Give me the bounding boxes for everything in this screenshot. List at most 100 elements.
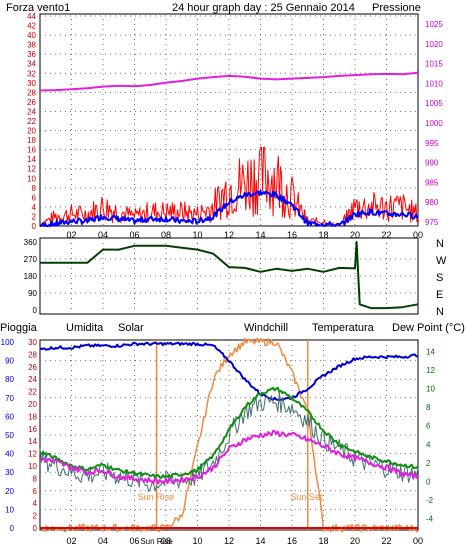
compass-label: E [436,289,443,301]
winddir-frame [39,237,419,315]
sunrise-x-tick-label: Sun Rise [140,537,173,546]
wind-y-tick-label: 36 [27,50,36,59]
wind-y-tick-label: 4 [32,203,37,212]
pressure-y-tick-label: 1000 [425,119,443,128]
rain-y-tick-label: 30 [28,338,37,347]
sunset-annotation: Sun Set [290,492,323,502]
wind-y-tick-label: 8 [32,184,37,193]
pressure-y-tick-label: 990 [425,159,439,168]
wind-y-tick-label: 34 [27,60,36,69]
temperature-y-tick-label: 12 [426,366,435,375]
humidity-y-tick-label: 30 [5,468,14,477]
wind-y-tick-label: 26 [27,98,36,107]
dewpoint-legend: Dew Point (°C) [392,322,465,334]
pressure-y-tick-label: 1025 [425,20,443,29]
temp-x-tick-label: 18 [318,536,328,546]
rain-legend: Pioggia [0,322,38,334]
temperature-y-tick-label: 0 [426,478,431,487]
wind-title: Forza vento1 [6,2,70,14]
wind-x-tick-label: 06 [129,230,139,240]
pressure-y-tick-label: 975 [425,218,439,227]
temp-x-tick-label: 12 [224,536,234,546]
temperature-series [39,386,419,479]
wind-y-tick-label: 40 [27,31,36,40]
humidity-legend: Umidita [66,322,104,334]
winddir-y-tick-label: 270 [24,255,38,264]
wind-x-tick-label: 02 [66,230,76,240]
rain-y-tick-label: 0 [33,524,38,533]
wind-x-tick-label: 00 [413,230,423,240]
wind-y-tick-label: 42 [27,22,36,31]
temp-x-tick-label: 16 [287,536,297,546]
wind-average-series [39,189,419,227]
humidity-y-tick-label: 80 [5,375,14,384]
temp-x-tick-label: 06 [129,536,139,546]
graph-date-title: 24 hour graph day : 25 Gennaio 2014 [172,2,355,14]
wind-direction-series [40,241,419,310]
wind-pressure-panel: 0246810121416182022242628303234363840424… [27,12,443,240]
windchill-legend: Windchill [244,322,288,334]
rain-y-tick-label: 24 [28,375,37,384]
humidity-y-tick-label: 90 [5,357,14,366]
pressure-y-tick-label: 1015 [425,60,443,69]
wind-x-tick-label: 22 [381,230,391,240]
wind-gust-series [39,146,419,227]
pressure-y-tick-label: 980 [425,198,439,207]
winddir-y-tick-label: 180 [24,272,38,281]
temperature-y-tick-label: 4 [426,440,431,449]
wind-y-tick-label: 12 [27,165,36,174]
wind-x-tick-label: 18 [318,230,328,240]
compass-label: N [436,238,444,250]
humidity-y-tick-label: 70 [5,394,14,403]
temp-x-tick-label: 22 [381,536,391,546]
wind-y-tick-label: 14 [27,155,36,164]
temperature-y-tick-label: 6 [426,422,431,431]
humidity-y-tick-label: 0 [10,524,15,533]
temp-x-tick-label: 00 [413,536,423,546]
rain-y-tick-label: 4 [33,499,38,508]
temp-x-tick-label: 10 [192,536,202,546]
humidity-y-tick-label: 100 [1,338,15,347]
rain-y-tick-label: 18 [28,412,37,421]
rain-y-tick-label: 28 [28,350,37,359]
pressure-title: Pressione [372,2,421,14]
pressure-series [39,71,419,92]
rain-y-tick-label: 26 [28,363,37,372]
temperature-y-tick-label: 14 [426,347,435,356]
wind-x-tick-label: 14 [255,230,265,240]
winddir-y-tick-label: 360 [24,238,38,247]
temperature-y-tick-label: -4 [426,515,434,524]
humidity-y-tick-label: 50 [5,431,14,440]
wind-y-tick-label: 0 [32,222,37,231]
rain-y-tick-label: 6 [33,487,38,496]
wind-x-tick-label: 04 [98,230,108,240]
rain-y-tick-label: 12 [28,450,37,459]
wind-y-tick-label: 18 [27,136,36,145]
pressure-y-tick-label: 1020 [425,40,443,49]
temp-x-tick-label: 20 [350,536,360,546]
wind-x-tick-label: 16 [287,230,297,240]
compass-label: S [436,272,443,284]
rain-y-tick-label: 2 [33,512,38,521]
rain-y-tick-label: 8 [33,474,38,483]
pressure-y-tick-label: 995 [425,139,439,148]
wind-y-tick-label: 30 [27,79,36,88]
rain-y-tick-label: 20 [28,400,37,409]
wind-y-tick-label: 22 [27,117,36,126]
wind-y-tick-label: 10 [27,174,36,183]
rain-y-tick-label: 14 [28,437,37,446]
temperature-y-tick-label: 10 [426,385,435,394]
humidity-y-tick-label: 60 [5,412,14,421]
temp-x-tick-label: 08 [161,536,171,546]
rain-y-tick-label: 10 [28,462,37,471]
temperature-legend: Temperatura [312,322,375,334]
sunrise-annotation: Sun Rise [138,492,175,502]
compass-label: W [436,255,447,267]
wind-y-tick-label: 44 [27,12,36,21]
rain-y-tick-label: 16 [28,425,37,434]
temp-x-tick-label: 04 [98,536,108,546]
temperature-y-tick-label: 8 [426,403,431,412]
wind-y-tick-label: 28 [27,88,36,97]
